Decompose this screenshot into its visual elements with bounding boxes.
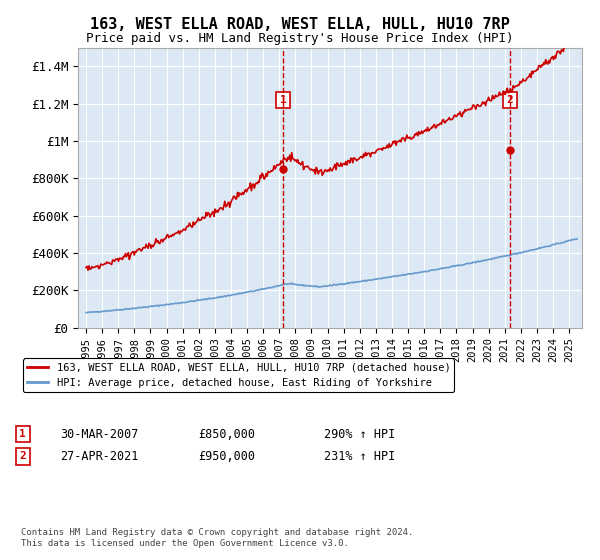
Text: 2: 2 [19,451,26,461]
Text: 2: 2 [506,95,513,105]
Text: £850,000: £850,000 [198,427,255,441]
Legend: 163, WEST ELLA ROAD, WEST ELLA, HULL, HU10 7RP (detached house), HPI: Average pr: 163, WEST ELLA ROAD, WEST ELLA, HULL, HU… [23,358,454,392]
Text: 1: 1 [280,95,286,105]
Text: £950,000: £950,000 [198,450,255,463]
Text: 231% ↑ HPI: 231% ↑ HPI [324,450,395,463]
Text: Contains HM Land Registry data © Crown copyright and database right 2024.
This d: Contains HM Land Registry data © Crown c… [21,528,413,548]
Text: 30-MAR-2007: 30-MAR-2007 [60,427,139,441]
Text: 1: 1 [19,429,26,439]
Text: Price paid vs. HM Land Registry's House Price Index (HPI): Price paid vs. HM Land Registry's House … [86,32,514,45]
Text: 27-APR-2021: 27-APR-2021 [60,450,139,463]
Text: 290% ↑ HPI: 290% ↑ HPI [324,427,395,441]
Text: 163, WEST ELLA ROAD, WEST ELLA, HULL, HU10 7RP: 163, WEST ELLA ROAD, WEST ELLA, HULL, HU… [90,17,510,32]
